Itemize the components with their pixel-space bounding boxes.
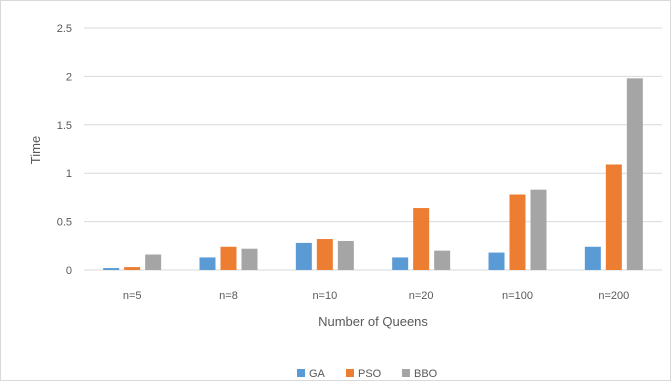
bar-pso-n100 bbox=[509, 194, 526, 270]
legend-label-pso: PSO bbox=[358, 368, 382, 380]
x-tick-label: n=8 bbox=[219, 290, 238, 302]
bars bbox=[103, 78, 643, 270]
y-axis-tick-labels: 0 0.5 1 1.5 2 2.5 bbox=[57, 23, 72, 277]
bar-bbo-n5 bbox=[145, 254, 162, 270]
y-tick-label: 0 bbox=[66, 265, 72, 277]
y-tick-label: 1 bbox=[66, 168, 72, 180]
bar-bbo-n10 bbox=[337, 240, 354, 270]
x-tick-label: n=10 bbox=[312, 290, 337, 302]
legend-swatch-bbo bbox=[402, 369, 410, 377]
x-tick-label: n=100 bbox=[502, 290, 533, 302]
bar-pso-n8 bbox=[220, 246, 237, 270]
bar-bbo-n8 bbox=[241, 248, 258, 270]
legend-label-bbo: BBO bbox=[414, 368, 438, 380]
bar-pso-n10 bbox=[316, 239, 333, 270]
legend-label-ga: GA bbox=[309, 368, 326, 380]
bar-bbo-n200 bbox=[626, 78, 643, 270]
bar-ga-n5 bbox=[103, 268, 120, 270]
x-tick-label: n=200 bbox=[598, 290, 629, 302]
x-tick-label: n=5 bbox=[123, 290, 142, 302]
bar-ga-n10 bbox=[295, 242, 312, 270]
bar-ga-n100 bbox=[488, 252, 505, 270]
bar-ga-n8 bbox=[199, 257, 216, 270]
bar-bbo-n100 bbox=[530, 189, 547, 270]
y-axis-title: Time bbox=[28, 136, 43, 164]
x-axis-title: Number of Queens bbox=[318, 314, 428, 329]
y-tick-label: 2 bbox=[66, 71, 72, 83]
bar-pso-n5 bbox=[124, 267, 141, 270]
bar-bbo-n20 bbox=[434, 250, 451, 270]
bar-pso-n20 bbox=[413, 208, 430, 270]
y-tick-label: 2.5 bbox=[57, 23, 72, 35]
y-tick-label: 1.5 bbox=[57, 120, 72, 132]
x-axis-tick-labels: n=5 n=8 n=10 n=20 n=100 n=200 bbox=[123, 290, 629, 302]
legend-swatch-ga bbox=[297, 369, 305, 377]
x-tick-label: n=20 bbox=[409, 290, 434, 302]
bar-ga-n200 bbox=[584, 246, 601, 270]
legend-swatch-pso bbox=[346, 369, 354, 377]
gridlines bbox=[84, 27, 662, 271]
bar-ga-n20 bbox=[392, 257, 409, 270]
bar-pso-n200 bbox=[605, 164, 622, 270]
y-tick-label: 0.5 bbox=[57, 217, 72, 229]
legend: GA PSO BBO bbox=[297, 368, 438, 380]
